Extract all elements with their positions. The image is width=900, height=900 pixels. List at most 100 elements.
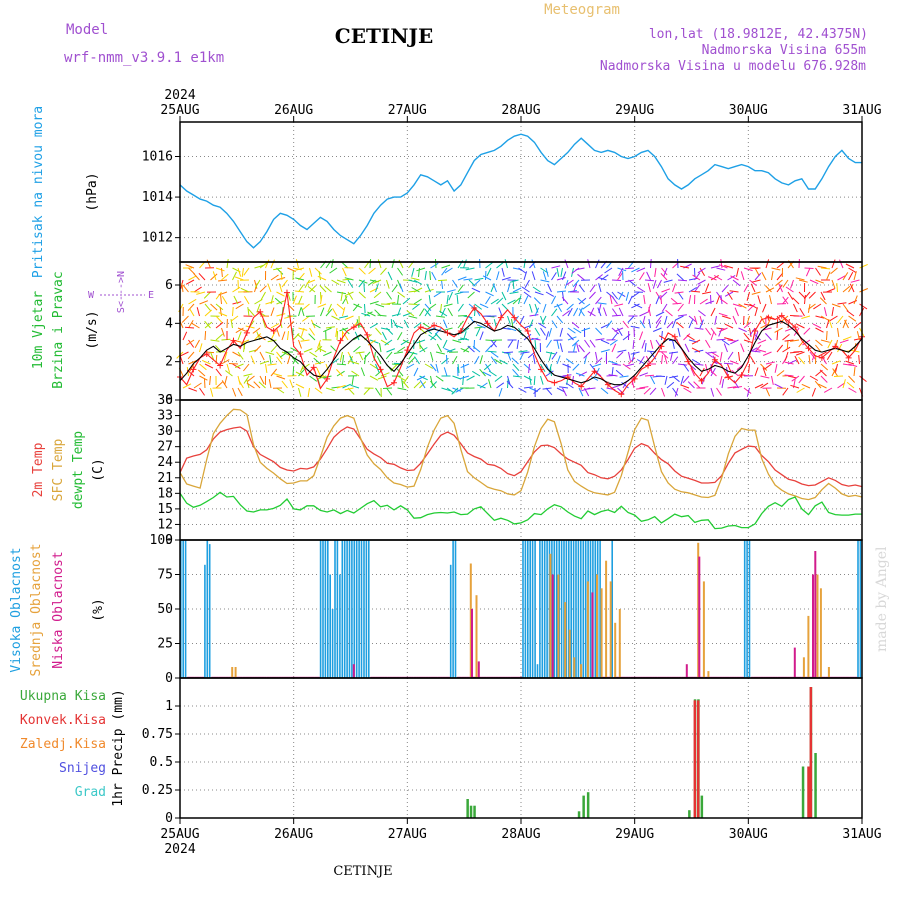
wind-arrow [485, 296, 491, 305]
precip-conv-bar [693, 700, 697, 818]
wind-arrow [386, 348, 395, 353]
cloud-high-bar [365, 540, 368, 678]
cloud-label-2: Niska Oblacnost [51, 551, 66, 668]
precip-label: 1hr Precip (mm) [111, 689, 126, 806]
wind-arrow [460, 337, 470, 341]
cloud-extra-bar [618, 609, 621, 678]
wind-arrow [832, 368, 838, 377]
wind-point [551, 379, 558, 386]
wind-arrow [442, 339, 448, 349]
wind-arrow [516, 339, 519, 349]
wind-arrow [533, 375, 536, 386]
wind-arrow [738, 351, 741, 361]
wind-arrow [424, 271, 427, 281]
wind-arrow [784, 374, 794, 377]
wind-arrow [534, 339, 537, 350]
wind-arrow [419, 344, 426, 353]
wind-point [497, 314, 504, 321]
wind-arrow [287, 267, 296, 273]
wind-arrow [377, 375, 387, 380]
cloud-high-bar [358, 540, 360, 678]
temp-2m-line [179, 426, 863, 488]
wind-arrow [416, 375, 426, 381]
wind-arrow [790, 339, 800, 342]
wind-arrow [479, 382, 488, 389]
wind-arrow [265, 259, 270, 269]
x-tick-bottom: 28AUG [501, 827, 540, 842]
wind-arrow [639, 311, 648, 317]
wind-arrow [540, 327, 546, 336]
wind-arrow [452, 375, 462, 380]
y-tick-label: 12 [157, 517, 173, 532]
wind-arrow [342, 332, 349, 341]
wind-arrow [397, 307, 402, 317]
wind-arrow [237, 267, 242, 277]
compass-ns: S<--->N [116, 271, 127, 313]
wind-arrow [697, 310, 706, 317]
cloud-high-bar [594, 540, 597, 678]
wind-arrow [270, 368, 278, 377]
wind-arrow [771, 375, 774, 385]
wind-arrow [486, 267, 492, 277]
wind-arrow [823, 387, 833, 393]
wind-arrow [837, 302, 847, 305]
wind-arrow [273, 267, 283, 271]
y-tick-label: 6 [165, 278, 173, 293]
wind-arrow [630, 325, 640, 329]
wind-arrow [238, 380, 244, 389]
wind-arrow [199, 363, 207, 371]
wind-arrow [295, 290, 305, 293]
wind-arrow [798, 356, 805, 365]
wind-arrow [611, 363, 621, 366]
wind-arrow [413, 367, 419, 377]
wind-arrow [705, 300, 715, 305]
wind-arrow [826, 271, 831, 281]
wind-arrow [716, 387, 722, 396]
wind-arrow [597, 276, 607, 281]
wind-arrow [490, 298, 499, 305]
wind-arrow [398, 259, 404, 269]
wind-arrow [331, 358, 340, 365]
wind-arrow [436, 343, 442, 353]
precip-total-bar [586, 792, 590, 818]
wind-arrow [724, 265, 734, 269]
wind-arrow [859, 375, 867, 382]
wind-arrow [665, 309, 673, 317]
wind-arrow [564, 259, 569, 269]
wind-arrow [611, 314, 622, 317]
wind-arrow [472, 279, 481, 287]
wind-arrow [435, 363, 439, 373]
wind-arrow [578, 387, 584, 397]
wind-arrow [699, 367, 705, 377]
wind-arrow [397, 267, 404, 276]
wind-arrow [729, 360, 739, 365]
wind-point [364, 331, 371, 338]
wind-point [578, 383, 585, 390]
wind-arrow [210, 387, 214, 397]
cloud-high-bar [527, 540, 529, 678]
wind-arrow [604, 267, 613, 274]
wind-arrow [210, 339, 220, 342]
wind-arrow [762, 303, 767, 313]
x-tick-bottom: 27AUG [388, 827, 427, 842]
wind-arrow [399, 283, 404, 293]
wind-arrow [336, 363, 347, 366]
page-title: CETINJE [335, 24, 433, 48]
wind-arrow [503, 351, 514, 354]
wind-arrow [523, 333, 532, 341]
wind-arrow [386, 327, 394, 335]
wind-arrow [397, 295, 400, 305]
wind-point [685, 358, 692, 365]
wind-arrow [765, 259, 770, 269]
precip-total-bar [577, 811, 581, 818]
wind-arrow [545, 291, 555, 297]
cloud-extra-bar [591, 592, 594, 678]
wind-arrow [306, 279, 316, 284]
wind-arrow [446, 295, 449, 305]
cloud-extra-bar [475, 595, 478, 678]
wind-arrow [232, 351, 241, 357]
wind-arrow [754, 383, 764, 389]
wind-point [591, 368, 598, 375]
cloud-extra-bar [564, 602, 567, 678]
wind-arrow [455, 387, 464, 393]
